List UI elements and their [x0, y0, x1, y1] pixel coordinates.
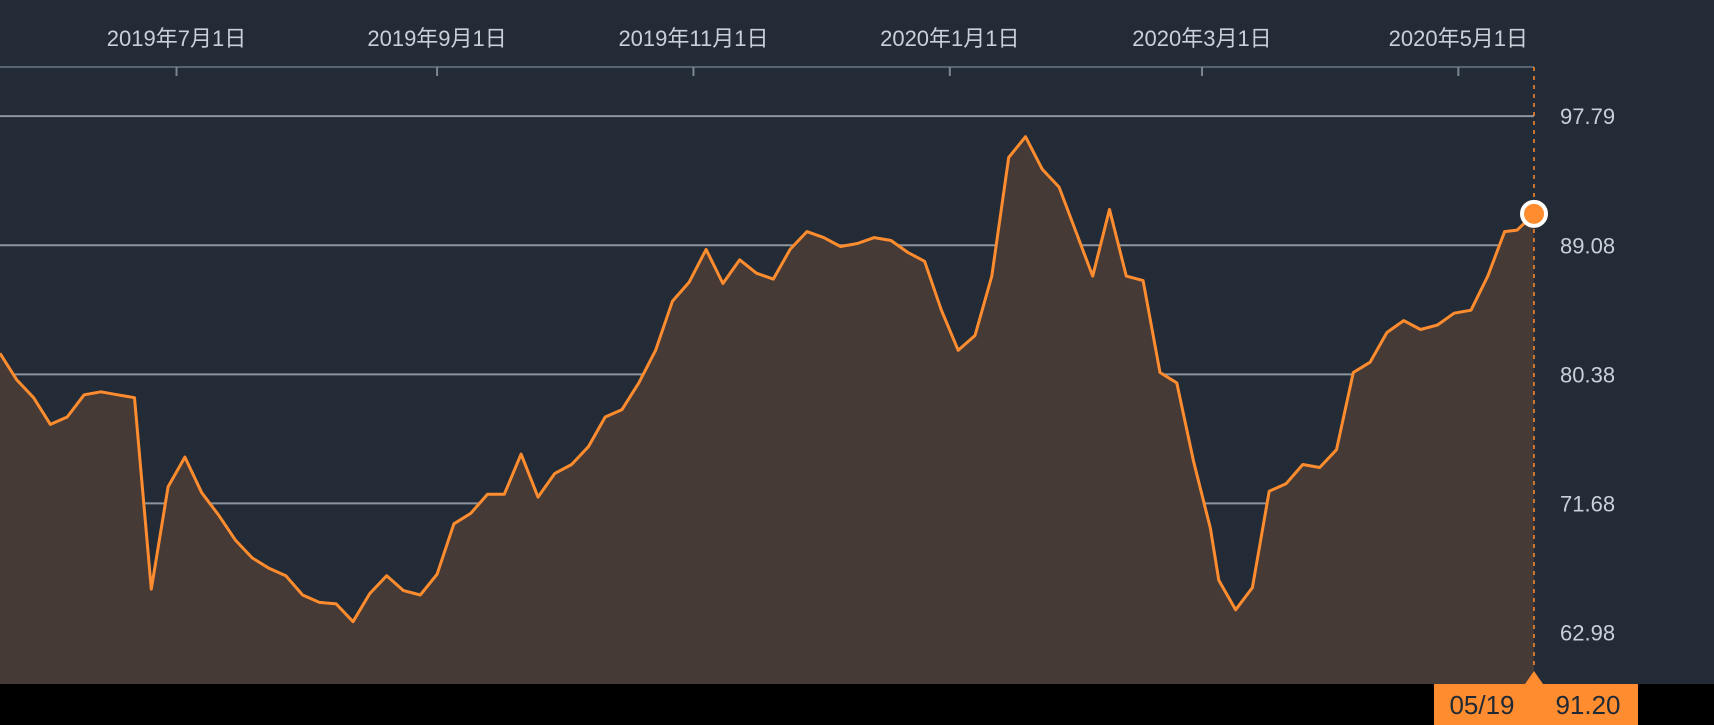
x-axis-ticks: 2019年7月1日 2019年9月1日 2019年11月1日 2020年1月1日 202… [107, 26, 1528, 76]
y-tick-label: 89.08 [1560, 233, 1615, 258]
readout-value: 91.20 [1555, 690, 1620, 720]
y-tick-label: 62.98 [1560, 620, 1615, 645]
last-point-marker[interactable] [1520, 199, 1548, 228]
y-tick-label: 97.79 [1560, 104, 1615, 129]
x-tick-label: 2019年7月1日 [107, 26, 246, 51]
readout-box [1434, 684, 1638, 725]
x-tick-label: 2019年9月1日 [367, 26, 506, 51]
x-tick-label: 2020年1月1日 [880, 26, 1019, 51]
x-tick-label: 2019年11月1日 [618, 26, 768, 51]
y-axis-tick-labels: 97.79 89.08 80.38 71.68 62.98 [1560, 104, 1615, 645]
readout-date: 05/19 [1449, 690, 1514, 720]
series-line [0, 135, 1536, 624]
y-tick-label: 71.68 [1560, 491, 1615, 516]
footer-bar [0, 684, 1714, 725]
series-area-fill [0, 136, 1534, 684]
x-tick-label: 2020年3月1日 [1132, 26, 1271, 51]
x-tick-label: 2020年5月1日 [1389, 26, 1528, 51]
readout-pointer [1525, 671, 1543, 684]
y-tick-label: 80.38 [1560, 362, 1615, 387]
